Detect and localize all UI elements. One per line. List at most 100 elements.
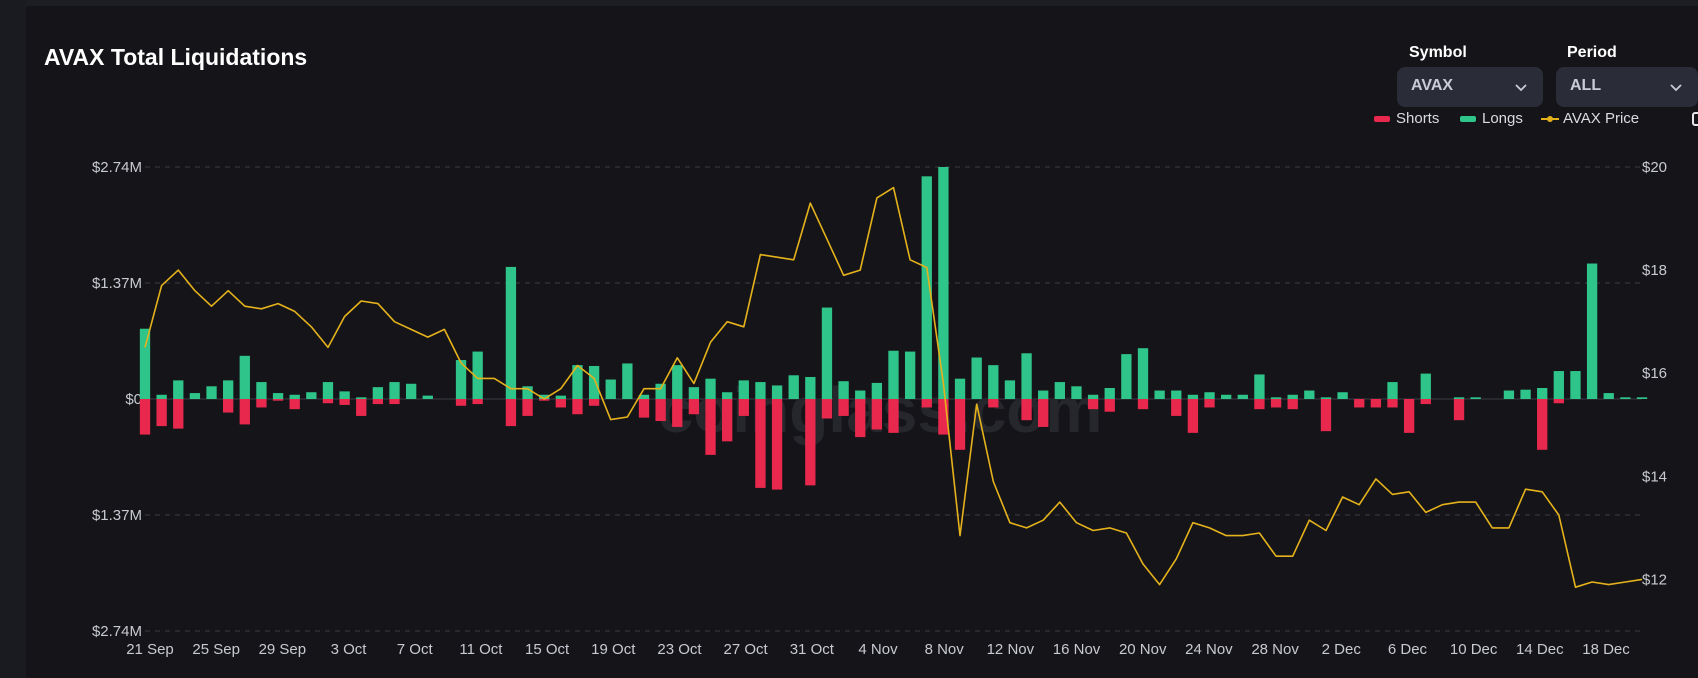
x-tick-label: 4 Nov: [858, 641, 898, 658]
period-select[interactable]: ALL: [1556, 67, 1698, 107]
x-tick-label: 15 Oct: [525, 641, 570, 658]
x-tick-label: 3 Oct: [331, 641, 368, 658]
longs-bar: [356, 397, 367, 399]
x-tick-label: 12 Nov: [987, 641, 1035, 658]
symbol-select[interactable]: AVAX: [1397, 67, 1543, 107]
longs-bar: [322, 382, 334, 399]
longs-bar: [1287, 394, 1298, 399]
shorts-bar: [372, 399, 384, 405]
x-tick-label: 28 Nov: [1251, 641, 1299, 658]
legend-label-longs: Longs: [1482, 110, 1523, 127]
shorts-bar: [888, 399, 899, 433]
longs-bar: [1004, 380, 1016, 399]
shorts-bar: [1453, 399, 1465, 421]
shorts-bar: [455, 399, 467, 406]
longs-bar: [938, 167, 949, 399]
longs-bar: [1304, 390, 1315, 399]
x-tick-label: 11 Oct: [459, 641, 503, 658]
shorts-bar: [522, 399, 533, 416]
longs-bar: [405, 383, 417, 399]
longs-bar: [1087, 394, 1099, 399]
longs-bar: [1337, 392, 1348, 399]
legend-price[interactable]: AVAX Price: [1541, 110, 1639, 127]
longs-bar: [1104, 387, 1115, 399]
shorts-bar: [339, 399, 350, 405]
longs-bar: [522, 386, 533, 399]
longs-bar: [1187, 394, 1199, 399]
longs-bar: [738, 380, 749, 399]
longs-bar: [1320, 397, 1332, 399]
shorts-bar: [272, 399, 284, 401]
legend-label-price: AVAX Price: [1563, 110, 1640, 127]
shorts-bar: [855, 399, 866, 438]
shorts-bar: [688, 399, 700, 415]
x-tick-label: 29 Sep: [259, 641, 307, 658]
longs-bar: [1121, 354, 1132, 399]
shorts-bar: [1187, 399, 1199, 433]
shorts-bar: [356, 399, 367, 416]
x-tick-label: 16 Nov: [1053, 641, 1101, 658]
longs-bar: [1537, 387, 1548, 399]
shorts-bar: [838, 399, 849, 416]
period-select-value: ALL: [1570, 77, 1602, 94]
shorts-bar: [1254, 399, 1265, 410]
shorts-bar: [1171, 399, 1182, 416]
x-tick-label: 21 Sep: [126, 641, 174, 658]
shorts-bar: [389, 399, 400, 405]
shorts-bar: [871, 399, 883, 430]
legend-label-shorts: Shorts: [1396, 110, 1440, 127]
checkbox-icon[interactable]: [1692, 112, 1698, 126]
shorts-bar: [1354, 399, 1365, 408]
longs-bar: [1021, 353, 1032, 399]
shorts-bar: [805, 399, 816, 486]
x-tick-label: 14 Dec: [1516, 641, 1564, 658]
legend-longs[interactable]: Longs: [1460, 110, 1523, 127]
shorts-bar: [655, 399, 666, 422]
shorts-bar: [821, 399, 833, 419]
longs-bar: [788, 375, 799, 399]
longs-bar: [539, 394, 550, 399]
shorts-bar: [1537, 399, 1548, 450]
longs-bar: [988, 365, 999, 399]
shorts-bar: [322, 399, 334, 404]
y-right-tick-label: $12: [1642, 571, 1667, 588]
top-border: [0, 0, 1698, 6]
period-label: Period: [1567, 44, 1617, 61]
longs-bar: [672, 365, 683, 399]
longs-bar: [505, 266, 517, 399]
y-left-tick-label: $2.74M: [92, 623, 142, 640]
longs-bar: [722, 392, 733, 399]
shorts-bar: [1270, 399, 1282, 408]
x-tick-label: 31 Oct: [790, 641, 835, 658]
longs-bar: [871, 382, 883, 399]
longs-bar: [705, 378, 716, 399]
price-line: [144, 186, 1643, 588]
longs-bar: [455, 360, 467, 399]
longs-bar: [1171, 390, 1182, 399]
longs-bar: [1038, 390, 1049, 399]
y-left-tick-label: $2.74M: [92, 159, 142, 176]
longs-bar: [855, 390, 866, 399]
longs-bar: [838, 381, 849, 399]
shorts-bar: [555, 399, 566, 408]
longs-bar: [1221, 394, 1232, 399]
longs-bar: [1420, 373, 1431, 399]
longs-bar: [206, 386, 217, 399]
shorts-bar: [1204, 399, 1215, 408]
longs-bar: [1270, 397, 1282, 399]
shorts-bar: [1021, 399, 1032, 421]
legend-shorts[interactable]: Shorts: [1374, 110, 1439, 127]
left-panel-edge: [0, 0, 26, 678]
longs-bar: [688, 387, 700, 399]
shorts-bar: [1553, 399, 1564, 404]
y-left-tick-label: $1.37M: [92, 507, 142, 524]
x-tick-label: 25 Sep: [192, 641, 240, 658]
shorts-bar: [239, 399, 250, 425]
longs-bar: [173, 380, 184, 399]
longs-bar: [572, 365, 583, 399]
shorts-bar: [588, 399, 600, 406]
shorts-bar: [1403, 399, 1415, 433]
shorts-bar: [988, 399, 999, 408]
longs-bar: [422, 395, 433, 399]
